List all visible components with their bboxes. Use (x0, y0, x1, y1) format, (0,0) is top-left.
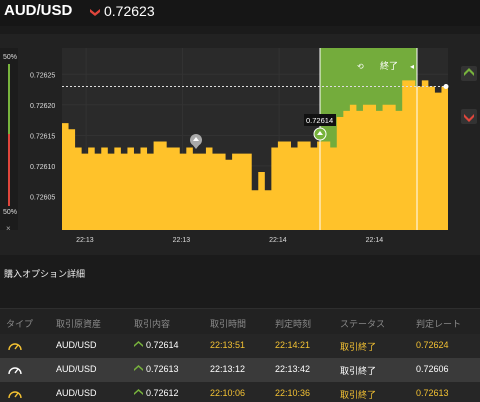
trade-entry-marker-current[interactable] (313, 127, 327, 141)
column-header: 判定時刻 (275, 320, 312, 330)
x-tick-label: 22:14 (269, 237, 287, 244)
price-chart-panel: 50% 50% × 0.72625 0.72620 0.72615 0.72610 0.… (0, 34, 480, 255)
pin-icon: ◂ (410, 62, 414, 71)
arrow-up-icon (134, 341, 143, 347)
column-header: 取引内容 (134, 320, 171, 330)
table-row[interactable]: AUD/USD 0.72613 22:13:12 22:13:42 取引終了 0… (0, 358, 480, 382)
column-header: ステータス (340, 320, 386, 330)
table-header: タイプ 取引原資産 取引内容 取引時間 判定時刻 ステータス 判定レート (0, 308, 480, 334)
column-header: 判定レート (416, 320, 462, 330)
trade-content-cell: 0.72614 (134, 340, 179, 350)
judge-rate-cell: 0.72606 (416, 364, 449, 374)
current-price-dot (443, 83, 449, 89)
y-tick-label: 0.72615 (30, 133, 55, 140)
judge-time-cell: 22:10:36 (275, 388, 311, 398)
x-tick-label: 22:13 (76, 237, 94, 244)
gauge-bottom-pct: 50% (3, 209, 17, 216)
close-icon[interactable]: × (6, 224, 11, 233)
price-area-series (62, 80, 448, 230)
trade-entry-marker-past[interactable] (190, 134, 202, 149)
buy-high-button[interactable] (461, 66, 477, 81)
column-header: 取引時間 (210, 320, 247, 330)
gauge-icon (8, 391, 22, 399)
current-price: 0.72623 (104, 3, 155, 19)
entry-price-label: 0.72614 (306, 116, 333, 125)
judge-time-cell: 22:14:21 (275, 340, 311, 350)
trade-content-cell: 0.72612 (134, 388, 179, 398)
y-tick-label: 0.72625 (30, 72, 55, 79)
y-tick-label: 0.72620 (30, 103, 55, 110)
table-row[interactable]: AUD/USD 0.72614 22:13:51 22:14:21 取引終了 0… (0, 334, 480, 358)
buy-low-button[interactable] (461, 109, 477, 124)
y-tick-label: 0.72610 (30, 164, 55, 171)
gauge-icon (8, 343, 22, 351)
x-tick-label: 22:14 (366, 237, 384, 244)
arrow-up-icon (134, 389, 143, 395)
status-cell: 取引終了 (340, 366, 377, 376)
judge-rate-cell: 0.72613 (416, 388, 449, 398)
judge-rate-cell: 0.72624 (416, 340, 449, 350)
x-tick-label: 22:13 (173, 237, 191, 244)
trade-time-cell: 22:13:51 (210, 340, 246, 350)
gauge-top-pct: 50% (3, 54, 17, 61)
price-chart[interactable]: 50% 50% × 0.726250.726200.726150.726100.… (0, 34, 480, 255)
judge-time-cell: 22:13:42 (275, 364, 311, 374)
header-bar: AUD/USD 0.72623 (0, 0, 480, 26)
entry-price-tag (304, 114, 336, 126)
x-axis-ticks: 22:13 22:13 22:14 22:14 (76, 237, 383, 244)
trade-window-label: 終了 (380, 60, 398, 72)
trade-time-cell: 22:10:06 (210, 388, 246, 398)
asset-cell: AUD/USD (56, 340, 97, 350)
column-header: タイプ (6, 320, 34, 330)
column-header: 取引原資産 (56, 320, 102, 330)
trade-time-cell: 22:13:12 (210, 364, 246, 374)
asset-cell: AUD/USD (56, 388, 97, 398)
asset-cell: AUD/USD (56, 364, 97, 374)
arrow-down-icon (464, 114, 474, 122)
arrow-up-icon (464, 68, 474, 76)
trade-content-cell: 0.72613 (134, 364, 179, 374)
asset-pair-title: AUD/USD (4, 2, 73, 19)
table-row[interactable]: AUD/USD 0.72612 22:10:06 22:10:36 取引終了 0… (0, 382, 480, 402)
section-title: 購入オプション詳細 (4, 270, 86, 280)
arrow-up-icon (134, 365, 143, 371)
y-tick-label: 0.72605 (30, 194, 55, 201)
refresh-icon[interactable]: ⟲ (357, 62, 364, 71)
gauge-icon (8, 367, 22, 375)
y-axis-ticks: 0.72625 0.72620 0.72615 0.72610 0.72605 (30, 72, 55, 201)
status-cell: 取引終了 (340, 390, 377, 400)
arrow-down-icon (90, 9, 100, 16)
status-cell: 取引終了 (340, 342, 377, 352)
